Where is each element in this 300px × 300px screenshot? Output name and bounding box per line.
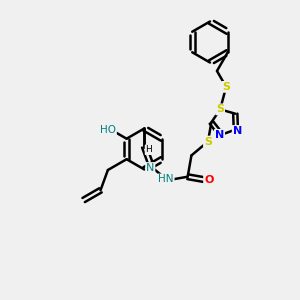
Text: O: O xyxy=(204,175,213,185)
Text: HN: HN xyxy=(158,174,174,184)
Text: H: H xyxy=(146,145,152,154)
Text: S: S xyxy=(204,136,212,147)
Text: N: N xyxy=(146,163,154,173)
Text: N: N xyxy=(233,126,242,136)
Text: N: N xyxy=(215,130,224,140)
Text: S: S xyxy=(222,82,230,92)
Text: S: S xyxy=(216,104,224,114)
Text: HO: HO xyxy=(100,125,116,135)
